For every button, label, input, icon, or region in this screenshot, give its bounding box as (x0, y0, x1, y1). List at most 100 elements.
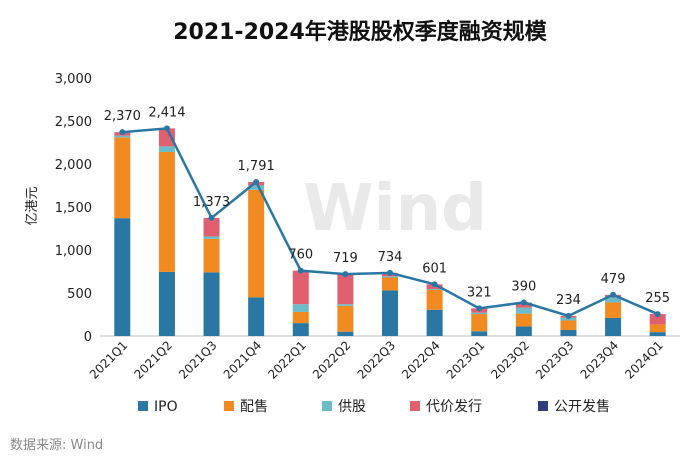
x-axis: 2021Q1 2021Q2 2021Q3 2021Q4 2022Q1 2022Q2 2022… (87, 338, 666, 382)
y-tick-label: 2,000 (55, 158, 92, 173)
bar-segment (382, 290, 398, 336)
bar-segment (605, 317, 622, 336)
y-tick-label: 500 (67, 287, 92, 302)
total-line-point (163, 125, 170, 132)
bar-segment (649, 324, 666, 333)
legend-label: IPO (154, 399, 178, 415)
bar-segment (471, 331, 488, 336)
bar-segment (515, 313, 532, 327)
legend: IPO 配售 供股 代价发行 公开发售 (138, 399, 610, 415)
bar-segment (158, 271, 175, 336)
bar-segment (203, 236, 220, 239)
bar-segment (292, 304, 309, 312)
y-tick-label: 1,500 (55, 201, 92, 216)
bar-segment (426, 309, 443, 336)
data-label: 601 (422, 261, 447, 276)
data-label: 2,370 (104, 109, 141, 124)
legend-label: 公开发售 (554, 399, 610, 415)
bar-segment (382, 276, 398, 278)
bar-segment (248, 297, 265, 336)
bar-segment (114, 137, 131, 219)
bar-segment (248, 189, 265, 298)
bar-segment (649, 332, 666, 336)
bar-segment (203, 238, 220, 273)
legend-label: 配售 (240, 399, 268, 415)
bar-segment (337, 331, 354, 336)
watermark: Wind (303, 172, 487, 246)
x-tick-label: 2022Q3 (355, 338, 399, 382)
legend-swatch (538, 401, 548, 411)
source-note: 数据来源: Wind (10, 438, 104, 453)
data-labels: 2,370 2,414 1,373 1,791 760 719 734 601 321 390 23… (104, 105, 670, 307)
bars (114, 128, 666, 336)
total-line-point (476, 305, 483, 312)
legend-label: 代价发行 (426, 399, 482, 415)
bar-segment (114, 218, 131, 336)
legend-swatch (322, 401, 332, 411)
bar-segment (605, 297, 622, 303)
y-tick-label: 1,000 (55, 244, 92, 259)
y-tick-label: 0 (84, 330, 92, 345)
bar-segment (203, 217, 220, 237)
legend-swatch (138, 401, 148, 411)
data-label: 2,414 (148, 105, 185, 120)
bar-segment (158, 128, 175, 147)
data-label: 321 (467, 285, 492, 300)
bar-segment (471, 314, 488, 332)
total-line-point (119, 129, 126, 136)
bar-segment (337, 304, 354, 306)
bar-segment (292, 323, 309, 336)
total-line-point (610, 291, 617, 298)
total-line-point (654, 311, 661, 318)
total-line-point (565, 312, 572, 319)
bar-segment (382, 277, 398, 291)
bar-segment (337, 305, 354, 332)
x-tick-label: 2021Q3 (176, 338, 220, 382)
total-line-point (387, 269, 393, 276)
bar-segment (515, 326, 532, 336)
x-tick-label: 2023Q4 (578, 338, 622, 382)
y-axis-label: 亿港元 (25, 186, 40, 225)
total-line-point (342, 271, 349, 278)
data-label: 1,791 (238, 159, 275, 174)
legend-swatch (224, 401, 234, 411)
bar-segment (426, 289, 443, 310)
bar-segment (515, 307, 532, 314)
legend-swatch (410, 401, 420, 411)
total-line (119, 125, 661, 319)
chart-title: 2021-2024年港股股权季度融资规模 (173, 19, 548, 45)
total-line-point (431, 281, 438, 288)
data-label: 255 (645, 291, 670, 306)
bar-segment (560, 320, 577, 330)
bar-segment (248, 185, 265, 190)
data-label: 479 (601, 272, 626, 287)
y-tick-label: 2,500 (55, 115, 92, 130)
bar-segment (337, 274, 354, 305)
x-tick-label: 2023Q3 (533, 338, 577, 382)
x-tick-label: 2022Q4 (399, 338, 443, 382)
bar-segment (158, 146, 175, 152)
y-tick-label: 3,000 (55, 72, 92, 87)
data-label: 719 (333, 251, 358, 266)
bar-segment (292, 270, 309, 305)
bar-segment (560, 329, 577, 336)
bar-segment (114, 135, 131, 138)
x-tick-label: 2023Q1 (444, 338, 488, 382)
data-label: 760 (288, 248, 313, 263)
total-line-point (208, 214, 215, 221)
total-line-point (297, 267, 304, 274)
x-tick-label: 2021Q2 (131, 338, 175, 382)
y-axis: 0 500 1,000 1,500 2,000 2,500 3,000 (55, 72, 680, 345)
x-tick-label: 2024Q1 (622, 338, 666, 382)
bar-segment (292, 311, 309, 324)
bar-segment (426, 289, 443, 290)
x-tick-label: 2022Q2 (310, 338, 354, 382)
x-tick-label: 2022Q1 (265, 338, 309, 382)
bar-segment (203, 272, 220, 336)
bar-segment (605, 302, 622, 318)
bar-segment (649, 314, 666, 325)
total-line-point (253, 178, 260, 185)
bar-segment (158, 151, 175, 272)
x-tick-label: 2023Q2 (488, 338, 532, 382)
